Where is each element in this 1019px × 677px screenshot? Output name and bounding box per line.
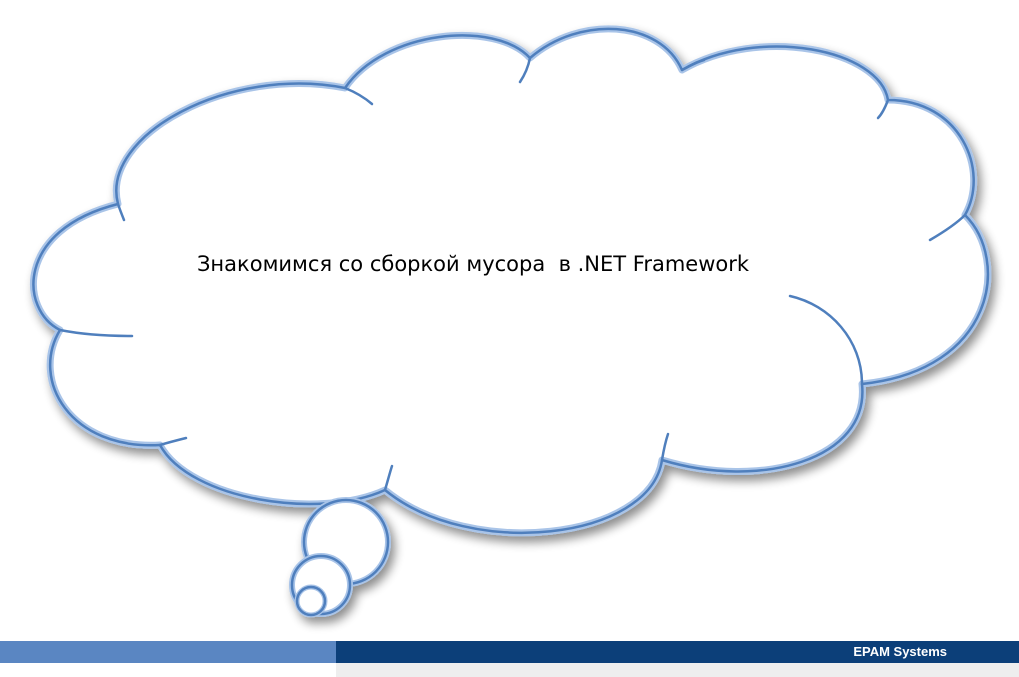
cloud-body bbox=[30, 25, 992, 537]
footer-bar-right bbox=[336, 641, 1019, 663]
footer-underband bbox=[336, 663, 1019, 677]
cloud-outline bbox=[32, 27, 990, 534]
footer-bar-left bbox=[0, 641, 336, 663]
footer-brand-label: EPAM Systems bbox=[853, 644, 947, 659]
slide-caption: Знакомимся со сборкой мусора в .NET Fram… bbox=[196, 252, 750, 276]
cloud-inner-arcs bbox=[58, 56, 967, 492]
